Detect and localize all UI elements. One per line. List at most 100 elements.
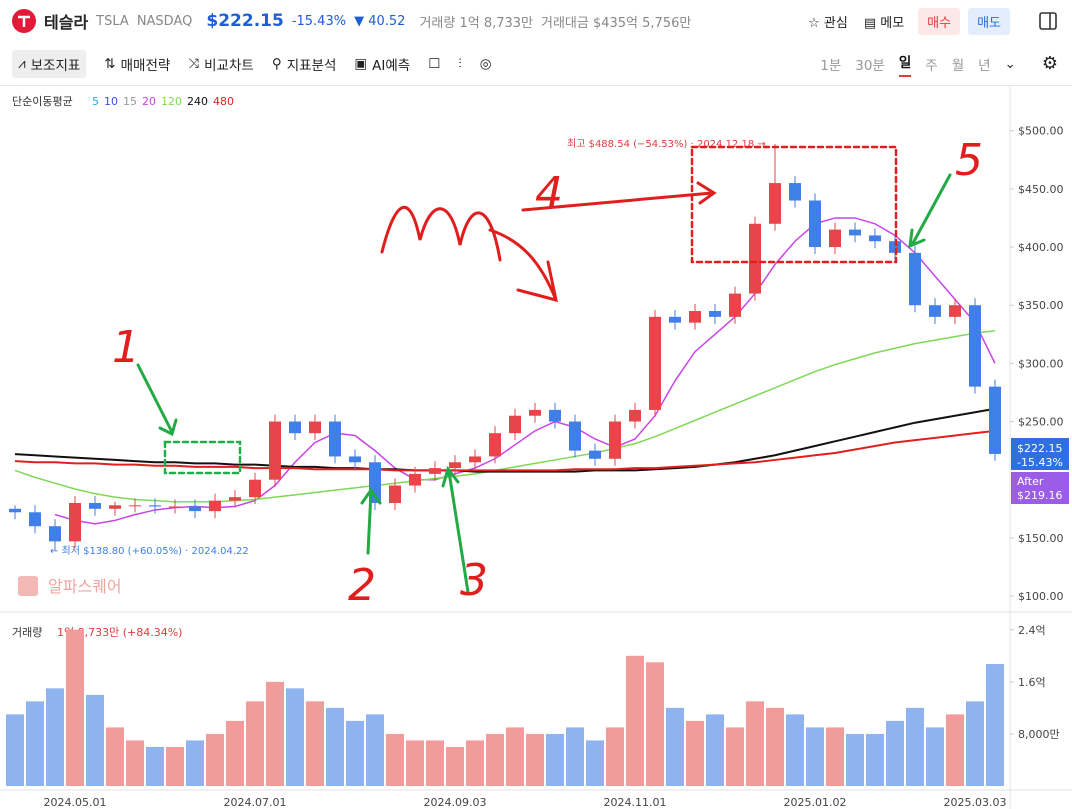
candle-body [409,473,421,486]
candle-body [289,421,301,434]
period-more[interactable]: ⌄ [1004,55,1016,72]
buy-button[interactable]: 매수 [918,7,961,35]
tool-strategy[interactable]: ⇅ 매매전략 [104,55,171,74]
volume-bar [246,701,264,786]
volume-bar [386,733,404,786]
logo [12,9,36,33]
volume-bar [86,694,104,786]
candle-body [269,421,281,480]
candle-body [169,506,181,508]
volume-bar [926,727,944,786]
tool-box[interactable]: ☐ [428,55,441,72]
after-tag [1011,472,1069,504]
volume-bar [166,746,184,786]
watch-button[interactable]: ☆ 관심 [808,15,848,31]
panel-toggle[interactable] [1038,11,1058,31]
toolbar: ⩘ 보조지표 ⇅ 매매전략 ⤨ 비교차트 ⚲ 지표분석 ▣ AI예측 ☐ ⫶ ◎… [0,42,1072,86]
y-tick-label: $250.00 [1018,416,1064,429]
volume-bar [686,720,704,786]
candle-body [909,252,921,306]
candle-body [249,479,261,498]
arrow [136,363,178,437]
volume-bar [706,714,724,786]
candle-body [629,409,641,422]
price-tag-text: -15.43% [1017,456,1063,469]
candle-body [469,456,481,463]
tool-ai[interactable]: ▣ AI예측 [354,55,411,74]
candle-body [649,316,661,410]
ticker: TSLA [96,13,129,29]
legend-item: 5 [92,95,99,108]
sell-button[interactable]: 매도 [968,7,1010,35]
volume-bar [406,740,424,786]
candle-body [129,505,141,507]
candle-body [149,505,161,507]
y-tick-label: $500.00 [1018,125,1064,138]
y-tick-label: 8,000만 [1018,728,1060,741]
x-tick-label: 2024.07.01 [224,796,287,809]
candle-body [89,502,101,509]
period-tab[interactable]: 30분 [855,57,885,74]
candle-body [229,497,241,501]
volume-bar [426,740,444,786]
volume-bar [126,740,144,786]
arrow [908,173,952,249]
tool-candle[interactable]: ⫶ [458,55,462,72]
candle-body [529,409,541,416]
memo-button[interactable]: ▤ 메모 [863,15,905,31]
candle-body [809,200,821,248]
tool-compare[interactable]: ⤨ 비교차트 [188,55,254,74]
amount-info: 거래대금 $435억 5,756만 [541,15,692,31]
price: $222.15 [206,11,284,31]
volume-bar [866,733,884,786]
candle-body [509,415,521,434]
period-tab[interactable]: 월 [951,57,965,74]
tool-analysis[interactable]: ⚲ 지표분석 [271,55,337,74]
ma-title: 단순이동평균 [12,95,73,108]
volume-bar [886,720,904,786]
ma-line [54,217,996,525]
tool-camera[interactable]: ◎ [479,55,492,72]
legend-item: 240 [187,95,208,108]
tool-indicator[interactable]: ⩘ 보조지표 [12,49,87,78]
volume-bar [666,707,684,786]
volume-bar [206,733,224,786]
candle-body [689,311,701,323]
volume-bar [586,740,604,786]
tool-label: 지표분석 [286,57,337,74]
hand-annotations [136,145,952,594]
period-tab[interactable]: 주 [925,57,938,74]
legend-item: 15 [123,95,137,108]
candle-body [329,421,341,457]
volume-bar [286,688,304,786]
ma-line [14,330,996,503]
candle-body [349,456,361,463]
hand-digit: 4 [535,168,563,219]
period-tab[interactable]: 1분 [820,57,842,74]
candle-body [669,316,681,323]
candle-body [49,526,61,542]
volume-bar [606,727,624,786]
y-tick-label: 1.6억 [1018,676,1046,689]
plot: 5 10 15 20 120 240 480$100.00$150.00$250.00$30… [6,95,1064,809]
volume-bar [66,629,84,786]
volume-bar [326,707,344,786]
volume-bar [626,655,644,786]
candle-body [789,183,801,201]
volume-bar [26,701,44,786]
volume-bar [106,727,124,786]
volume-bar [446,746,464,786]
y-tick-label: $100.00 [1018,590,1064,603]
volume-bar [306,701,324,786]
change-pct: -15.43% [291,13,347,29]
candle-body [869,235,881,242]
period-tab[interactable]: 일 [898,51,912,77]
y-tick-label: $400.00 [1018,241,1064,254]
watch-label: 관심 [823,15,848,31]
period-tab[interactable]: 년 [978,57,991,74]
settings[interactable]: ⚙ [1041,53,1058,74]
y-tick-label: $450.00 [1018,183,1064,196]
candle-body [929,305,941,317]
dashed-box [690,145,898,264]
